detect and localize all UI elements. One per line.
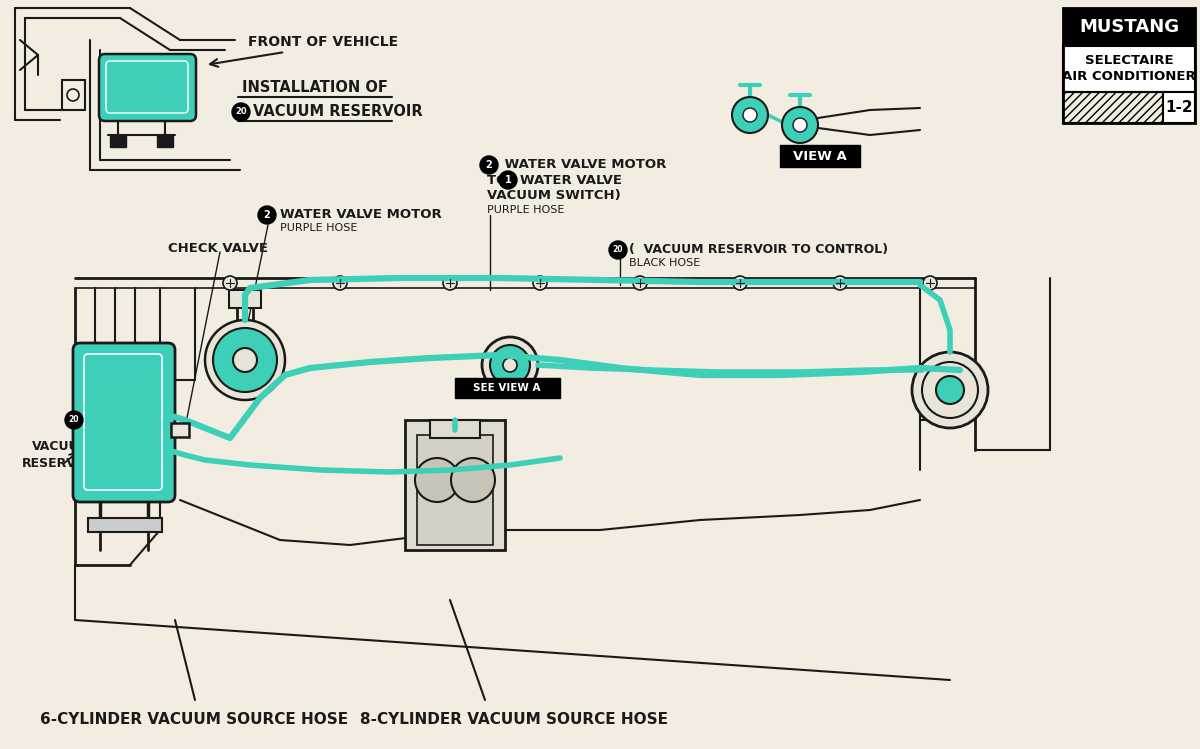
Text: 20: 20 — [235, 108, 247, 117]
Text: BLACK HOSE: BLACK HOSE — [629, 258, 701, 268]
Bar — [430, 420, 480, 438]
Circle shape — [634, 276, 647, 290]
Text: VACUUM
RESERVOIR: VACUUM RESERVOIR — [23, 440, 102, 470]
Text: WATER VALVE MOTOR: WATER VALVE MOTOR — [500, 159, 666, 172]
Circle shape — [610, 241, 628, 259]
Circle shape — [334, 276, 347, 290]
Bar — [455, 378, 560, 398]
Circle shape — [258, 206, 276, 224]
Text: 2: 2 — [486, 160, 492, 170]
Circle shape — [490, 345, 530, 385]
FancyBboxPatch shape — [84, 354, 162, 490]
Circle shape — [533, 276, 547, 290]
FancyBboxPatch shape — [106, 61, 188, 113]
Text: 1-2: 1-2 — [1165, 100, 1193, 115]
Text: FRONT OF VEHICLE: FRONT OF VEHICLE — [248, 35, 398, 49]
Circle shape — [732, 97, 768, 133]
Text: WATER VALVE MOTOR: WATER VALVE MOTOR — [280, 208, 442, 222]
Text: SEE VIEW A: SEE VIEW A — [473, 383, 541, 393]
Circle shape — [936, 376, 964, 404]
Text: SELECTAIRE: SELECTAIRE — [1085, 53, 1174, 67]
Circle shape — [503, 358, 517, 372]
Circle shape — [223, 276, 238, 290]
Text: AIR CONDITIONER: AIR CONDITIONER — [1062, 70, 1196, 82]
Bar — [406, 420, 505, 550]
Text: VIEW A: VIEW A — [793, 150, 847, 163]
Circle shape — [415, 458, 458, 502]
Circle shape — [482, 337, 538, 393]
Bar — [1063, 8, 1195, 123]
Circle shape — [232, 103, 250, 121]
Text: CHECK VALVE: CHECK VALVE — [168, 241, 268, 255]
Text: 20: 20 — [68, 416, 79, 425]
Circle shape — [214, 328, 277, 392]
Circle shape — [443, 276, 457, 290]
Text: VACUUM RESERVOIR: VACUUM RESERVOIR — [253, 105, 422, 120]
Circle shape — [922, 362, 978, 418]
Circle shape — [912, 352, 988, 428]
Bar — [172, 423, 190, 437]
Text: (: ( — [481, 158, 487, 172]
Circle shape — [793, 118, 808, 132]
Circle shape — [65, 411, 83, 429]
Circle shape — [480, 156, 498, 174]
Bar — [1063, 8, 1195, 46]
Bar — [1063, 46, 1195, 92]
Text: MUSTANG: MUSTANG — [1079, 18, 1180, 36]
Circle shape — [743, 108, 757, 122]
Circle shape — [923, 276, 937, 290]
Circle shape — [782, 107, 818, 143]
Text: TO: TO — [487, 174, 512, 187]
Text: WATER VALVE: WATER VALVE — [520, 174, 622, 187]
Circle shape — [499, 171, 517, 189]
Bar — [1163, 92, 1195, 123]
FancyBboxPatch shape — [98, 54, 196, 121]
Text: 8-CYLINDER VACUUM SOURCE HOSE: 8-CYLINDER VACUUM SOURCE HOSE — [360, 712, 668, 727]
Circle shape — [451, 458, 496, 502]
Bar — [780, 145, 860, 167]
FancyBboxPatch shape — [73, 343, 175, 502]
Bar — [418, 435, 493, 545]
Text: VACUUM SWITCH): VACUUM SWITCH) — [487, 189, 620, 201]
Circle shape — [205, 320, 286, 400]
Text: 6-CYLINDER VACUUM SOURCE HOSE: 6-CYLINDER VACUUM SOURCE HOSE — [40, 712, 348, 727]
Text: 2: 2 — [264, 210, 270, 220]
Circle shape — [233, 348, 257, 372]
Text: 1: 1 — [505, 175, 511, 185]
Text: PURPLE HOSE: PURPLE HOSE — [280, 223, 358, 233]
Bar — [1063, 92, 1163, 123]
Text: INSTALLATION OF: INSTALLATION OF — [242, 80, 388, 96]
Circle shape — [833, 276, 847, 290]
Bar — [157, 135, 173, 147]
Bar — [88, 518, 162, 532]
Bar — [110, 135, 126, 147]
Text: (  VACUUM RESERVOIR TO CONTROL): ( VACUUM RESERVOIR TO CONTROL) — [629, 243, 888, 256]
Bar — [229, 290, 262, 308]
Circle shape — [733, 276, 746, 290]
Text: PURPLE HOSE: PURPLE HOSE — [487, 205, 564, 215]
Text: 20: 20 — [613, 246, 623, 255]
